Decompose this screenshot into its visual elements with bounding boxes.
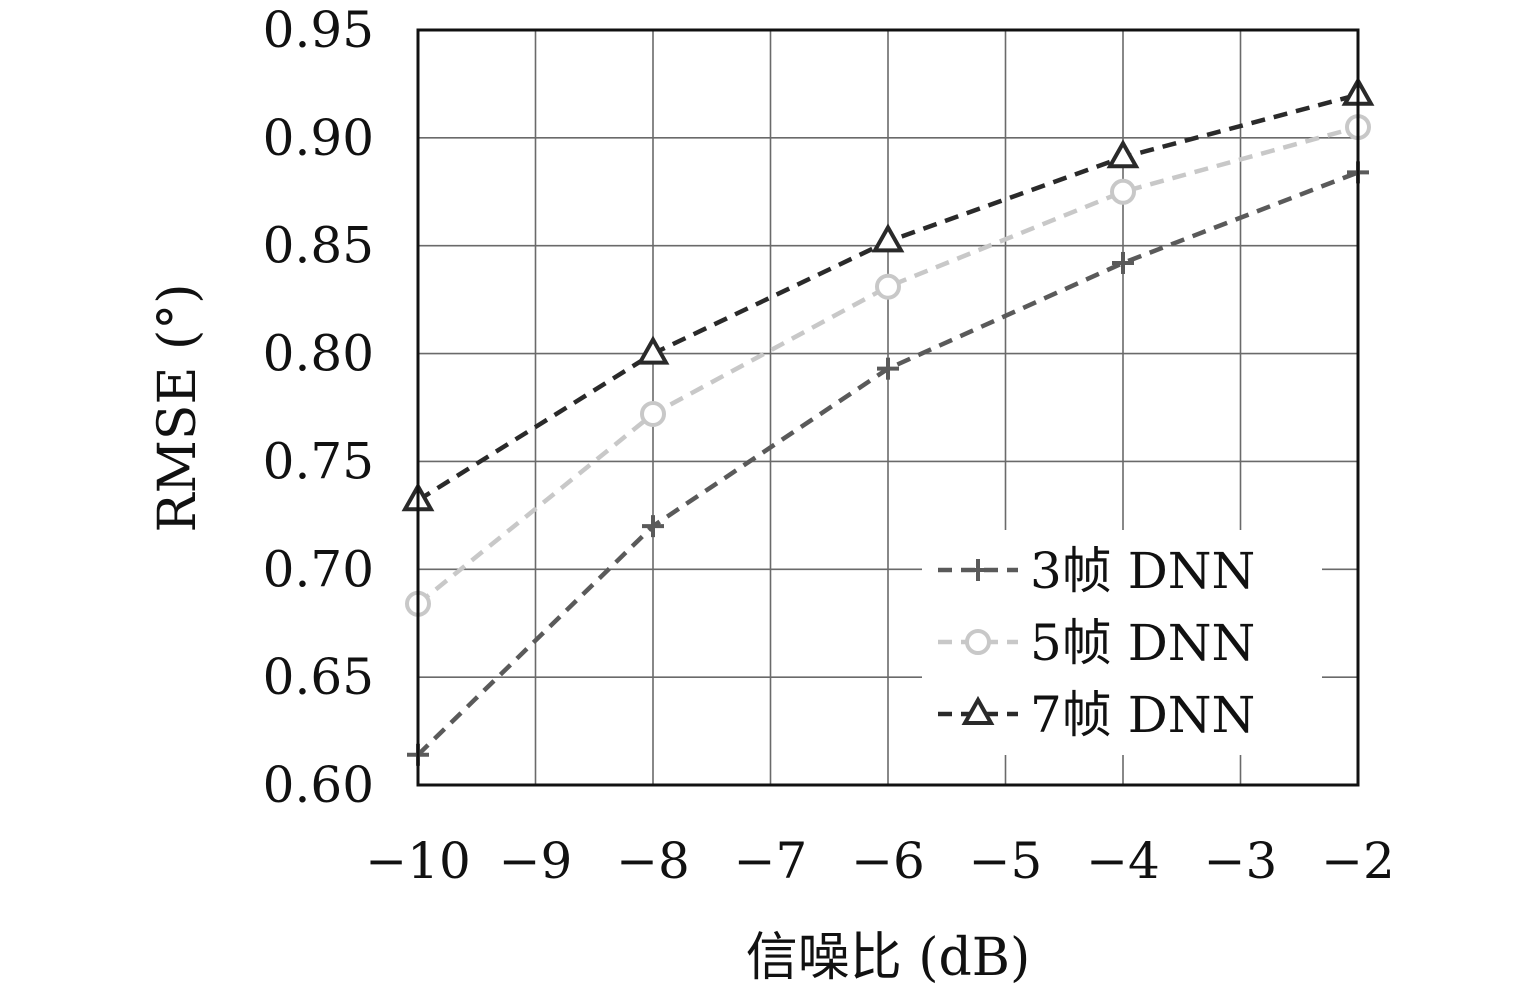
x-tick-label: −9 <box>499 832 573 890</box>
x-tick-labels: −10 −9 −8 −7 −6 −5 −4 −3 −2 <box>365 832 1395 890</box>
y-tick-label: 0.60 <box>263 756 374 814</box>
triangle-marker <box>1106 139 1140 169</box>
plus-marker <box>967 559 989 581</box>
y-tick-label: 0.80 <box>263 325 374 383</box>
y-tick-label: 0.70 <box>263 540 374 598</box>
triangle-marker <box>961 695 995 725</box>
x-tick-label: −8 <box>616 832 690 890</box>
y-axis-title: RMSE (°) <box>148 283 208 532</box>
x-tick-label: −3 <box>1204 832 1278 890</box>
plus-marker <box>1112 251 1134 274</box>
series-1 <box>407 161 1369 766</box>
y-tick-label: 0.90 <box>263 109 374 167</box>
plus-marker <box>877 357 899 380</box>
triangle-marker <box>871 223 905 253</box>
circle-marker <box>640 400 666 427</box>
x-tick-label: −7 <box>734 832 808 890</box>
circle-marker <box>965 629 991 655</box>
legend-label: 3帧 DNN <box>1030 542 1255 600</box>
x-tick-label: −6 <box>851 832 925 890</box>
plot-frame <box>416 28 1360 787</box>
legend-item: 5帧 DNN <box>938 614 1255 672</box>
y-tick-label: 0.75 <box>263 432 374 490</box>
y-tick-label: 0.95 <box>263 1 374 59</box>
circle-marker <box>875 273 901 300</box>
legend-label: 7帧 DNN <box>1030 686 1255 744</box>
circle-marker <box>1110 178 1136 205</box>
plus-marker <box>642 515 664 538</box>
y-tick-labels: 0.60 0.65 0.70 0.75 0.80 0.85 0.90 0.95 <box>263 1 374 814</box>
y-tick-label: 0.65 <box>263 648 374 706</box>
series-line <box>416 124 1359 606</box>
y-tick-label: 0.85 <box>263 217 374 275</box>
legend-item: 7帧 DNN <box>938 686 1255 744</box>
legend-label: 5帧 DNN <box>1030 614 1255 672</box>
triangle-marker <box>636 335 670 365</box>
x-axis-title: 信噪比 (dB) <box>746 928 1031 988</box>
series-layer <box>401 76 1375 766</box>
legend: 3帧 DNN 5帧 DNN 7帧 DNN <box>922 530 1322 755</box>
legend-item: 3帧 DNN <box>938 542 1255 600</box>
x-tick-label: −10 <box>365 832 471 890</box>
x-tick-label: −2 <box>1321 832 1395 890</box>
x-tick-label: −5 <box>969 832 1043 890</box>
x-tick-label: −4 <box>1086 832 1160 890</box>
series-2 <box>405 114 1371 617</box>
